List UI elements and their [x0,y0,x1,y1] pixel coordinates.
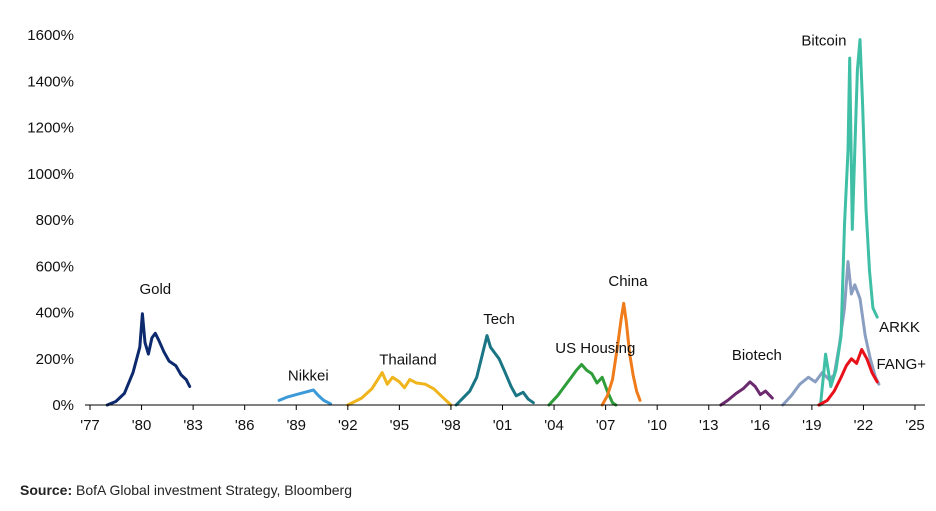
series-label-thailand: Thailand [379,352,437,369]
y-tick-label: 600% [36,258,74,275]
y-axis-tick-labels: 0% 200% 400% 600% 800% 1000% 1200% 1400% 1600% [27,27,74,414]
series-line-biotech [719,380,774,407]
series-line-tech [454,334,535,407]
x-axis-tick-labels: '77 '80 '83 '86 '89 '92 '95 '98 '01 '04 '07 '10 '13 '… [80,417,925,434]
y-tick-label: 1600% [27,27,74,44]
y-tick-label: 0% [52,397,74,414]
y-tick-label: 1000% [27,166,74,183]
x-tick-label: '92 [338,417,358,434]
series-line-nikkei [277,388,333,406]
x-tick-label: '89 [286,417,306,434]
series-line-thailand [346,371,453,407]
x-tick-label: '83 [183,417,203,434]
series-label-nikkei: Nikkei [288,368,329,385]
x-tick-label: '86 [235,417,255,434]
series-label-arkk: ARKK [879,319,920,336]
x-tick-label: '01 [493,417,513,434]
x-tick-label: '13 [699,417,719,434]
y-tick-label: 400% [36,305,74,322]
series-label-fang: FANG+ [876,356,926,373]
series-label-gold: Gold [139,281,171,298]
source-note: Source: BofA Global investment Strategy,… [20,482,352,498]
source-label: Source: [20,482,73,498]
x-tick-label: '19 [802,417,822,434]
x-tick-label: '22 [854,417,874,434]
series-line-bitcoin [819,38,879,407]
series-label-bitcoin: Bitcoin [801,32,846,49]
x-tick-label: '25 [905,417,925,434]
series-labels: Gold Nikkei Thailand Tech US Housing China Bio… [139,32,926,384]
y-tick-label: 1200% [27,120,74,137]
bubbles-chart: 0% 200% 400% 600% 800% 1000% 1200% 1400% 1600% '… [27,27,926,434]
y-tick-label: 800% [36,212,74,229]
x-tick-label: '10 [647,417,667,434]
series-lines [105,38,881,407]
series-line-gold [105,312,192,407]
series-label-tech: Tech [483,311,515,328]
x-tick-label: '77 [80,417,100,434]
series-line-china [600,301,642,407]
series-label-us-housing: US Housing [555,340,635,357]
source-text: BofA Global investment Strategy, Bloombe… [72,482,353,498]
y-tick-label: 200% [36,351,74,368]
series-label-biotech: Biotech [732,347,782,364]
x-tick-label: '16 [751,417,771,434]
x-tick-label: '80 [132,417,152,434]
series-line-fang [817,348,879,407]
y-tick-label: 1400% [27,73,74,90]
x-tick-label: '04 [544,417,564,434]
x-axis-ticks [89,405,916,410]
x-tick-label: '98 [441,417,461,434]
series-label-china: China [608,273,648,290]
x-tick-label: '95 [390,417,410,434]
x-tick-label: '07 [596,417,616,434]
